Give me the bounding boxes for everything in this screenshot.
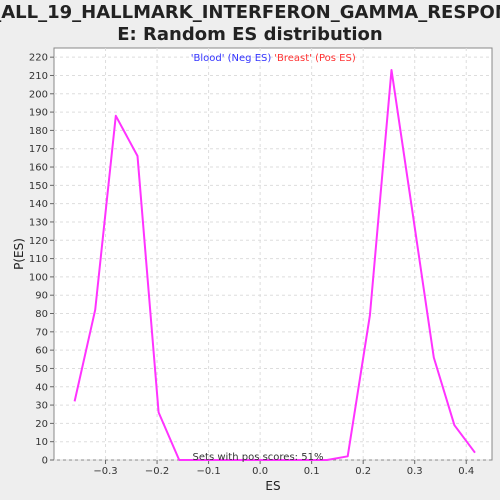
y-tick-label: 140 — [29, 199, 48, 210]
legend: 'Blood' (Neg ES) 'Breast' (Pos ES) — [191, 53, 356, 64]
series-line — [73, 69, 476, 461]
x-axis-ticks: −0.3 −0.2 −0.1 0.0 0.1 0.2 0.3 0.4 — [93, 460, 474, 477]
x-tick-label: −0.2 — [145, 466, 169, 477]
legend-item-blood: 'Blood' (Neg ES) — [191, 53, 272, 64]
x-tick-label: 0.0 — [252, 466, 268, 477]
series-layer — [73, 69, 476, 461]
y-tick-label: 80 — [35, 309, 48, 320]
grid-lines — [54, 48, 492, 461]
legend-item-breast: 'Breast' (Pos ES) — [274, 53, 356, 64]
y-tick-label: 220 — [29, 53, 48, 64]
x-tick-label: −0.1 — [196, 466, 220, 477]
x-tick-label: 0.1 — [304, 466, 320, 477]
y-tick-label: 120 — [29, 236, 48, 247]
y-tick-label: 150 — [29, 181, 48, 192]
y-tick-label: 40 — [35, 382, 48, 393]
x-tick-label: −0.3 — [93, 466, 117, 477]
y-tick-label: 0 — [42, 456, 48, 467]
y-tick-label: 100 — [29, 272, 48, 283]
y-tick-label: 50 — [35, 364, 48, 375]
y-tick-label: 60 — [35, 346, 48, 357]
y-tick-label: 30 — [35, 401, 48, 412]
y-tick-label: 160 — [29, 163, 48, 174]
x-tick-label: 0.4 — [458, 466, 474, 477]
x-axis-label: ES — [265, 479, 280, 493]
y-tick-label: 130 — [29, 217, 48, 228]
y-tick-label: 170 — [29, 144, 48, 155]
annotation-pos-scores: Sets with pos scores: 51% — [193, 452, 324, 463]
plot-area — [53, 47, 493, 461]
y-tick-label: 10 — [35, 437, 48, 448]
y-axis-label: P(ES) — [12, 238, 26, 270]
x-tick-label: 0.3 — [407, 466, 423, 477]
y-axis-ticks: 0 10 20 30 40 50 60 70 80 90 100 110 120 130 140 150 160… — [29, 53, 54, 467]
y-tick-label: 210 — [29, 71, 48, 82]
y-tick-label: 20 — [35, 419, 48, 430]
y-tick-label: 90 — [35, 291, 48, 302]
x-tick-label: 0.2 — [355, 466, 371, 477]
y-tick-label: 110 — [29, 254, 48, 265]
chart-title-line2: E: Random ES distribution — [117, 24, 382, 45]
y-tick-label: 190 — [29, 108, 48, 119]
chart-title-line1: H_ALL_19_HALLMARK_INTERFERON_GAMMA_RESPO… — [0, 2, 500, 23]
y-tick-label: 200 — [29, 89, 48, 100]
y-tick-label: 180 — [29, 126, 48, 137]
y-tick-label: 70 — [35, 327, 48, 338]
